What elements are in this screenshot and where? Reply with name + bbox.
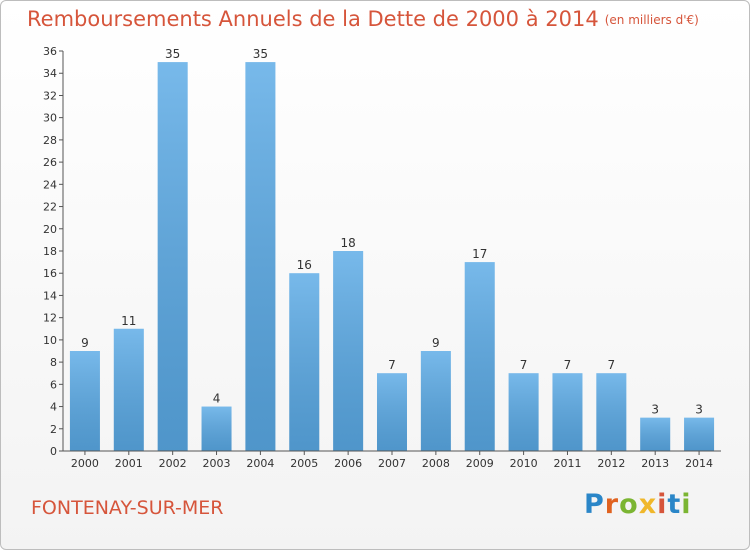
x-tick-label: 2010 xyxy=(510,457,538,470)
logo-letter: x xyxy=(638,489,658,520)
proxiti-logo: Proxiti xyxy=(584,489,692,520)
bar-shade xyxy=(596,373,627,451)
y-tick-label: 20 xyxy=(43,223,57,236)
y-tick-label: 28 xyxy=(43,134,57,147)
data-label: 18 xyxy=(340,236,355,250)
x-tick-label: 2002 xyxy=(159,457,187,470)
y-tick-label: 6 xyxy=(50,378,57,391)
data-label: 7 xyxy=(608,358,616,372)
bar-shade xyxy=(333,251,364,451)
title-unit: (en milliers d'€) xyxy=(604,13,699,27)
x-tick-label: 2008 xyxy=(422,457,450,470)
bar-shade xyxy=(69,351,100,451)
bar-shade xyxy=(552,373,583,451)
bar-shade xyxy=(420,351,451,451)
data-label: 7 xyxy=(564,358,572,372)
bar-shade xyxy=(377,373,407,451)
data-label: 9 xyxy=(81,336,89,350)
y-tick-label: 0 xyxy=(50,445,57,458)
x-tick-label: 2014 xyxy=(685,457,713,470)
y-tick-label: 24 xyxy=(43,178,57,191)
y-tick-label: 14 xyxy=(43,289,57,302)
logo-letter: t xyxy=(667,489,682,520)
data-label: 4 xyxy=(213,392,221,406)
data-label: 3 xyxy=(651,403,659,417)
y-tick-label: 4 xyxy=(50,401,57,414)
x-tick-label: 2013 xyxy=(641,457,669,470)
logo-letter: i xyxy=(681,489,692,520)
x-tick-label: 2009 xyxy=(466,457,494,470)
data-label: 11 xyxy=(121,314,136,328)
data-label: 17 xyxy=(472,247,487,261)
data-label: 35 xyxy=(165,47,180,61)
data-label: 35 xyxy=(253,47,268,61)
y-tick-label: 8 xyxy=(50,356,57,369)
y-tick-label: 12 xyxy=(43,312,57,325)
x-tick-label: 2001 xyxy=(115,457,143,470)
y-tick-label: 26 xyxy=(43,156,57,169)
chart-title: Remboursements Annuels de la Dette de 20… xyxy=(27,7,699,31)
y-tick-label: 34 xyxy=(43,67,57,80)
y-tick-label: 32 xyxy=(43,89,57,102)
x-tick-label: 2011 xyxy=(553,457,581,470)
data-label: 7 xyxy=(520,358,528,372)
logo-letter: o xyxy=(619,489,639,520)
x-tick-label: 2007 xyxy=(378,457,406,470)
y-tick-label: 22 xyxy=(43,201,57,214)
y-tick-label: 2 xyxy=(50,423,57,436)
logo-letter: r xyxy=(604,489,620,520)
bar-shade xyxy=(464,262,495,451)
bar-shade xyxy=(157,62,188,451)
y-tick-label: 36 xyxy=(43,45,57,58)
x-tick-label: 2004 xyxy=(246,457,274,470)
title-text: Remboursements Annuels de la Dette de 20… xyxy=(27,7,599,31)
y-tick-label: 10 xyxy=(43,334,57,347)
y-tick-label: 18 xyxy=(43,245,57,258)
x-tick-label: 2012 xyxy=(597,457,625,470)
x-tick-label: 2006 xyxy=(334,457,362,470)
bar-shade xyxy=(113,328,144,451)
bar-shade xyxy=(640,417,671,451)
town-name: FONTENAY-SUR-MER xyxy=(31,497,224,519)
data-label: 7 xyxy=(388,358,396,372)
bar-shade xyxy=(508,373,539,451)
y-tick-label: 30 xyxy=(43,112,57,125)
logo-letter: i xyxy=(657,489,668,520)
x-tick-label: 2000 xyxy=(71,457,99,470)
data-label: 3 xyxy=(695,403,703,417)
data-label: 16 xyxy=(297,258,312,272)
bar-shade xyxy=(684,417,715,451)
bar-shade xyxy=(245,62,276,451)
bar-shade xyxy=(201,406,232,451)
bar-shade xyxy=(289,273,320,451)
x-tick-label: 2003 xyxy=(203,457,231,470)
logo-letter: P xyxy=(584,489,605,520)
y-tick-label: 16 xyxy=(43,267,57,280)
x-tick-label: 2005 xyxy=(290,457,318,470)
data-label: 9 xyxy=(432,336,440,350)
